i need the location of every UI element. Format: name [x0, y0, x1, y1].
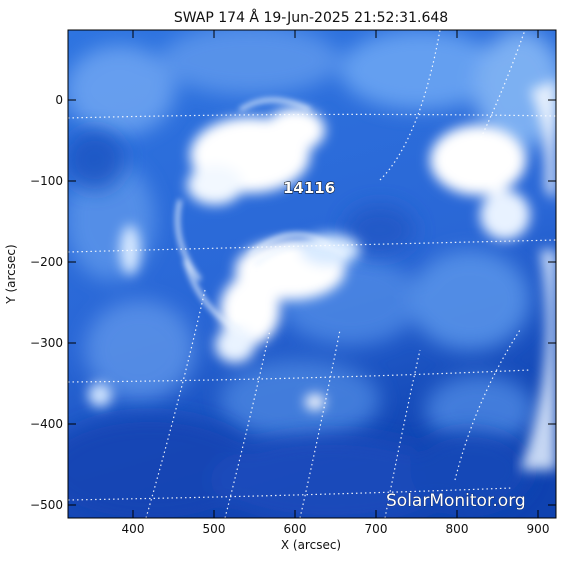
x-axis-title: X (arcsec): [281, 538, 341, 552]
plot-title: SWAP 174 Å 19-Jun-2025 21:52:31.648: [174, 9, 448, 26]
solar-euv-image: [68, 30, 556, 518]
plot-frame: [67, 29, 557, 519]
x-tick-label: 400: [122, 522, 145, 536]
x-axis: [132, 30, 539, 518]
x-tick-label: 500: [203, 522, 226, 536]
solarmonitor-watermark: SolarMonitor.org: [386, 491, 526, 511]
y-tick-label: −400: [30, 417, 63, 431]
y-tick-label: −300: [30, 336, 63, 350]
y-tick-label: 0: [55, 93, 63, 107]
y-axis-title: Y (arcsec): [4, 244, 18, 304]
y-axis: [68, 99, 556, 506]
heliographic-grid: [68, 30, 556, 518]
x-tick-label: 900: [527, 522, 550, 536]
x-tick-label: 600: [284, 522, 307, 536]
x-tick-label: 800: [446, 522, 469, 536]
x-tick-label: 700: [365, 522, 388, 536]
active-region-label: 14116: [283, 179, 335, 197]
y-tick-label: −200: [30, 255, 63, 269]
y-tick-label: −100: [30, 174, 63, 188]
y-tick-label: −500: [30, 498, 63, 512]
